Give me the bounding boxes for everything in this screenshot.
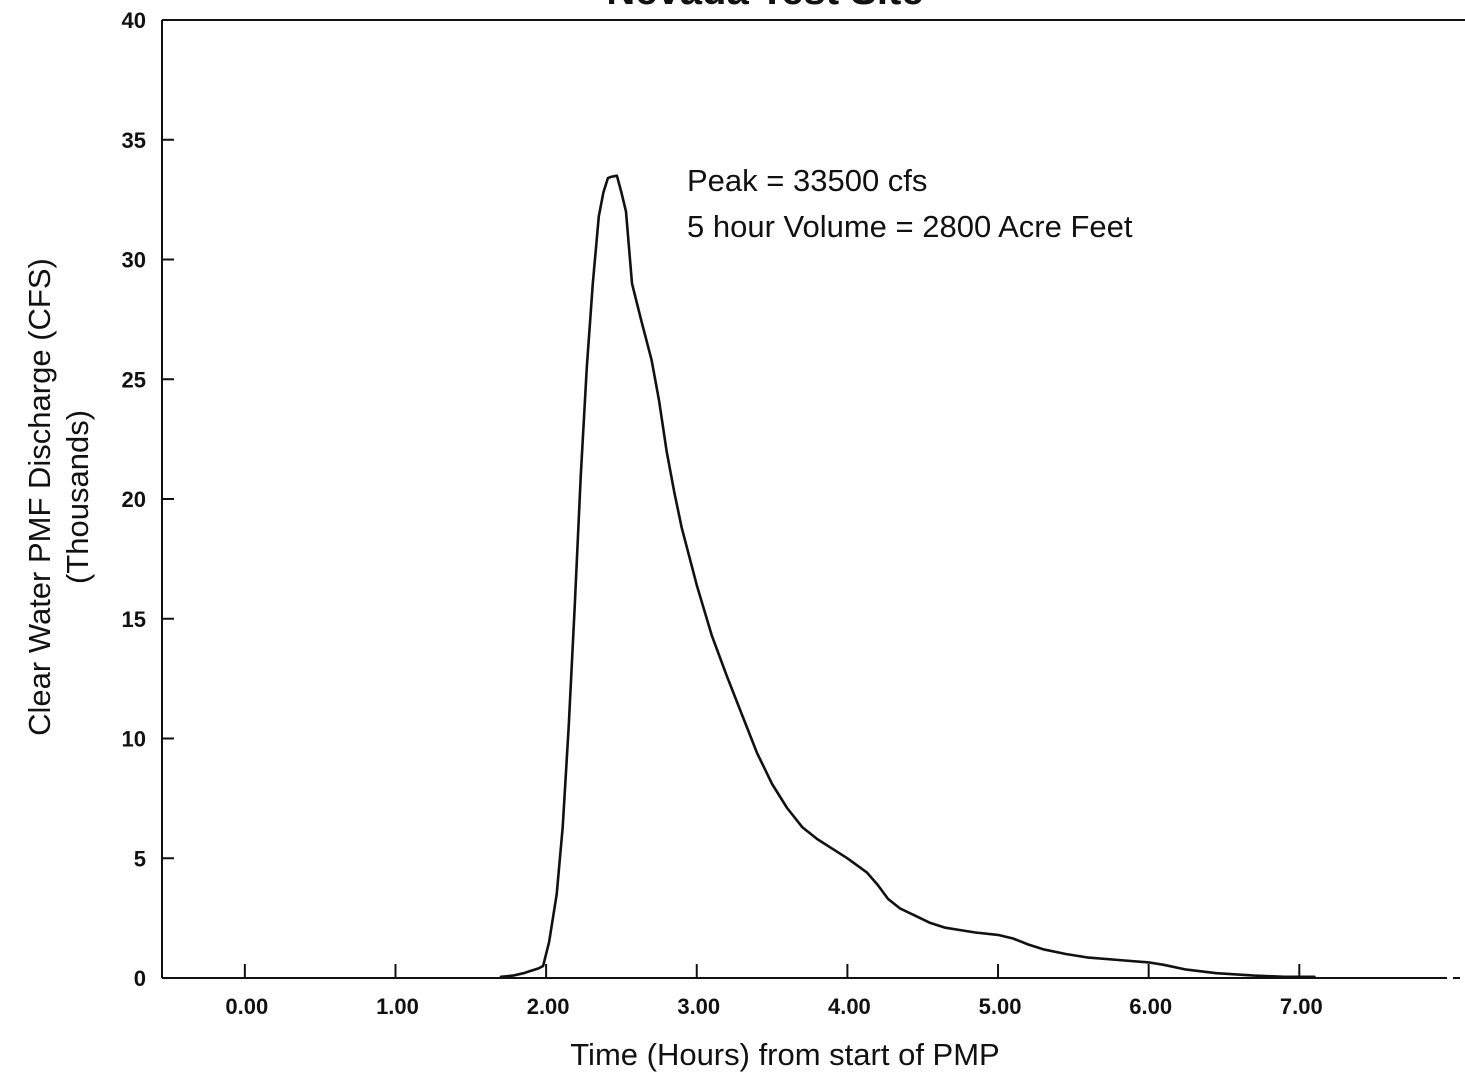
x-tick-label: 1.00 <box>376 994 419 1019</box>
x-tick-label: 6.00 <box>1129 994 1172 1019</box>
x-tick-label: 3.00 <box>677 994 720 1019</box>
x-axis-title: Time (Hours) from start of PMP <box>570 1037 999 1072</box>
volume-annotation: 5 hour Volume = 2800 Acre Feet <box>687 209 1133 244</box>
y-tick-label: 5 <box>134 846 146 871</box>
y-tick-label: 35 <box>122 128 146 153</box>
x-tick-label: 4.00 <box>828 994 871 1019</box>
y-tick-label: 20 <box>122 487 146 512</box>
y-tick-label: 0 <box>134 966 146 991</box>
y-tick-label: 10 <box>122 727 146 752</box>
discharge-series-line <box>499 174 1316 979</box>
x-axis-ticks: 0.00 1.00 2.00 3.00 4.00 5.00 6.00 7.00 <box>225 964 1323 1019</box>
peak-annotation: Peak = 33500 cfs <box>687 163 927 198</box>
y-tick-label: 40 <box>122 8 146 33</box>
y-tick-label: 15 <box>122 607 146 632</box>
x-tick-label: 0.00 <box>225 994 268 1019</box>
chart-title: Nevada Test Site <box>606 0 923 13</box>
y-axis-subtitle: (Thousands) <box>60 410 95 584</box>
x-tick-label: 7.00 <box>1280 994 1323 1019</box>
y-tick-label: 30 <box>122 248 146 273</box>
x-tick-label: 2.00 <box>527 994 570 1019</box>
y-axis-ticks: 0 5 10 15 20 25 30 35 40 <box>122 8 174 991</box>
x-tick-label: 5.00 <box>979 994 1022 1019</box>
y-tick-label: 25 <box>122 367 146 392</box>
y-axis-title: Clear Water PMF Discharge (CFS) <box>22 258 57 736</box>
